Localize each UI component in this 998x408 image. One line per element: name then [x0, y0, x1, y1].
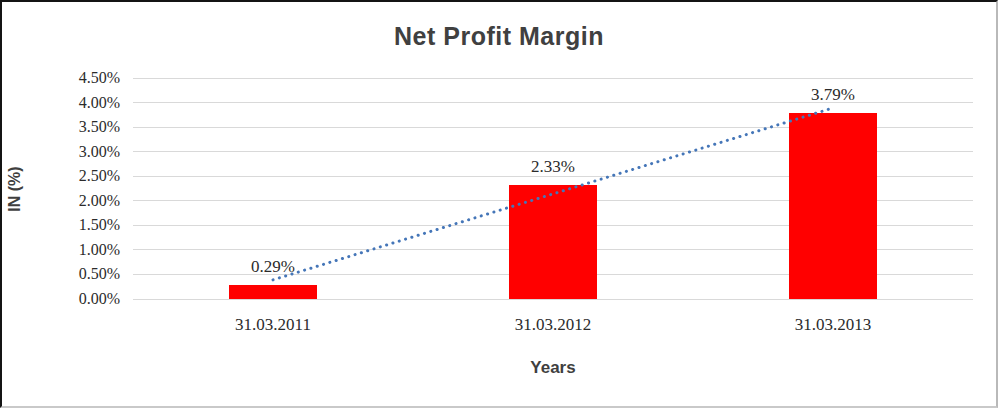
net-profit-margin-chart: Net Profit Margin IN (%) Years 4.50%4.00… — [0, 0, 998, 408]
trendline — [2, 2, 996, 406]
category-label: 31.03.2011 — [173, 315, 373, 335]
category-label: 31.03.2012 — [453, 315, 653, 335]
category-label: 31.03.2013 — [733, 315, 933, 335]
